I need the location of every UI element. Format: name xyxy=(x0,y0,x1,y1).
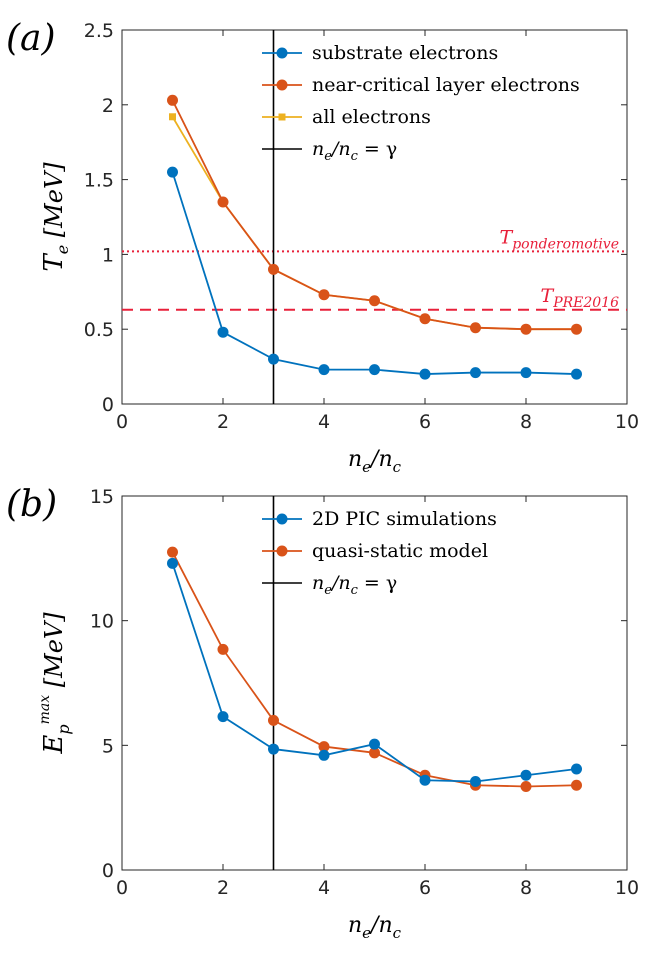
legend-marker xyxy=(276,545,288,557)
data-point xyxy=(520,323,532,335)
panel-a: 0 2 4 6 8 10 0 0.5 1 1.5 2 2.5 Tponderomotive TPRE201… xyxy=(6,18,639,476)
plot-area xyxy=(121,495,628,871)
x-tick-label: 6 xyxy=(419,877,431,899)
y-tick-label: 1 xyxy=(102,244,114,266)
data-point xyxy=(419,313,431,325)
y-axis-label: Te [MeV] xyxy=(39,162,72,272)
data-point xyxy=(571,779,582,791)
data-point xyxy=(571,763,582,775)
panel-label: (b) xyxy=(6,484,57,525)
data-point xyxy=(318,741,330,753)
data-point xyxy=(419,368,431,380)
reference-line-label: Tponderomotive xyxy=(500,226,619,252)
x-tick-label: 2 xyxy=(217,877,229,899)
legend-label: all electrons xyxy=(312,106,431,128)
data-point xyxy=(167,546,178,558)
data-point xyxy=(167,94,178,106)
x-tick-label: 4 xyxy=(318,411,330,433)
data-point xyxy=(318,749,330,761)
data-point xyxy=(520,780,532,792)
legend-marker xyxy=(278,113,286,121)
data-point xyxy=(318,364,330,376)
data-point xyxy=(369,364,380,376)
x-axis-label: ne/nc xyxy=(348,447,402,476)
data-point xyxy=(268,353,279,365)
data-point xyxy=(369,738,380,750)
data-point xyxy=(419,774,431,786)
y-tick-label: 0.5 xyxy=(84,319,114,341)
data-point xyxy=(268,263,279,275)
data-point xyxy=(217,196,229,208)
legend-marker xyxy=(276,47,288,59)
y-tick-label: 0 xyxy=(102,860,114,882)
data-point xyxy=(318,289,330,301)
x-tick-label: 8 xyxy=(520,411,532,433)
y-tick-label: 1.5 xyxy=(84,170,114,192)
legend-label: quasi-static model xyxy=(312,540,488,562)
data-point xyxy=(169,113,176,121)
data-point xyxy=(167,166,178,178)
data-point xyxy=(217,326,229,338)
y-tick-label: 2 xyxy=(102,95,114,117)
data-point xyxy=(369,747,380,759)
legend-marker xyxy=(276,79,288,91)
x-tick-label: 10 xyxy=(615,411,639,433)
plot-area xyxy=(121,29,628,405)
legend-label: ne/nc = γ xyxy=(312,138,397,164)
y-tick-label: 0 xyxy=(102,394,114,416)
data-point xyxy=(571,368,582,380)
y-tick-label: 10 xyxy=(90,611,114,633)
x-tick-label: 10 xyxy=(615,877,639,899)
legend-label: substrate electrons xyxy=(312,42,498,64)
x-tick-label: 0 xyxy=(116,877,128,899)
data-point xyxy=(470,322,481,334)
y-tick-label: 15 xyxy=(90,486,114,508)
data-point xyxy=(217,643,229,655)
data-point xyxy=(167,557,178,569)
data-point xyxy=(571,323,582,335)
legend-label: 2D PIC simulations xyxy=(312,508,497,530)
data-point xyxy=(268,714,279,726)
y-tick-label: 2.5 xyxy=(84,20,114,42)
x-tick-label: 6 xyxy=(419,411,431,433)
y-axis-label: Epmax [MeV] xyxy=(37,612,73,755)
x-tick-label: 2 xyxy=(217,411,229,433)
data-point xyxy=(470,367,481,379)
panel-b: 0 2 4 6 8 10 0 5 10 15 2D PIC simulations quasi-sta… xyxy=(6,484,639,942)
data-point xyxy=(520,769,532,781)
data-point xyxy=(470,775,481,787)
legend-label: near-critical layer electrons xyxy=(312,74,580,96)
reference-line-label: TPRE2016 xyxy=(541,285,620,311)
x-tick-label: 8 xyxy=(520,877,532,899)
data-point xyxy=(520,367,532,379)
x-tick-label: 0 xyxy=(116,411,128,433)
panel-label: (a) xyxy=(6,18,56,59)
legend-label: ne/nc = γ xyxy=(312,572,397,598)
y-tick-label: 5 xyxy=(102,735,114,757)
data-point xyxy=(268,743,279,755)
data-point xyxy=(369,295,380,307)
x-tick-label: 4 xyxy=(318,877,330,899)
x-axis-label: ne/nc xyxy=(348,913,402,942)
legend-marker xyxy=(276,513,288,525)
data-point xyxy=(217,711,229,723)
